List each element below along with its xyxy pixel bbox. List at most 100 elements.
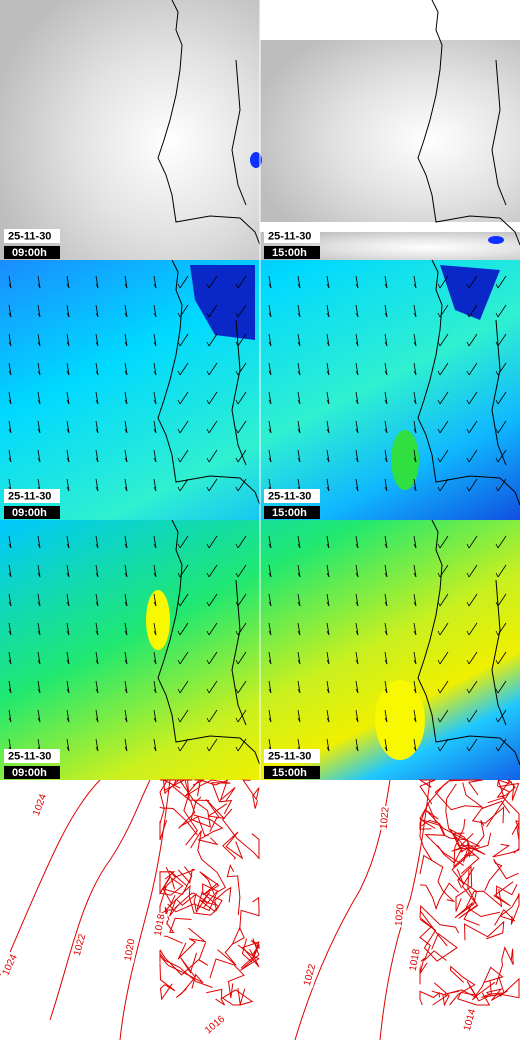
- isobar: [444, 985, 492, 1002]
- wind-arrow: [206, 543, 210, 549]
- wind-arrow: [326, 659, 330, 665]
- wind-arrow: [437, 659, 441, 665]
- wind-arrow: [124, 449, 128, 463]
- wind-arrow: [66, 622, 70, 636]
- wind-arrow: [124, 543, 128, 549]
- wind-arrow: [326, 341, 330, 347]
- isobar: [222, 831, 244, 860]
- wind-arrow: [208, 478, 218, 492]
- wind-arrow: [66, 535, 70, 549]
- wind-arrow: [66, 399, 70, 405]
- wind-arrow: [413, 341, 417, 347]
- wind-arrow: [439, 564, 449, 578]
- isobar: [198, 779, 233, 815]
- wind-arrow: [439, 362, 449, 376]
- wind-arrow: [297, 680, 301, 694]
- wind-arrow: [384, 593, 388, 607]
- wind-arrow: [153, 659, 157, 665]
- wind-arrow: [206, 341, 210, 347]
- wind-arrow: [497, 738, 507, 752]
- wind-arrow: [124, 391, 128, 405]
- wind-arrow: [495, 312, 499, 318]
- isobar-label-bg: [201, 1012, 229, 1038]
- wind-arrow: [179, 564, 189, 578]
- wind-arrow: [37, 275, 41, 289]
- isobar: [177, 927, 207, 960]
- wind-arrow: [124, 680, 128, 694]
- date-label: 25-11-30: [8, 230, 51, 242]
- wind-arrow: [153, 622, 157, 636]
- wind-arrow: [206, 312, 210, 318]
- wind-arrow: [124, 630, 128, 636]
- wind-arrow: [384, 535, 388, 549]
- wind-arrow: [355, 457, 359, 463]
- wind-arrow: [153, 543, 157, 549]
- wind-arrow: [355, 717, 359, 723]
- wind-arrow: [124, 486, 128, 492]
- wind-arrow: [268, 333, 272, 347]
- wind-arrow: [495, 399, 499, 405]
- wind-arrow: [437, 428, 441, 434]
- wind-arrow: [413, 601, 417, 607]
- wind-arrow: [153, 399, 157, 405]
- wind-arrow: [37, 420, 41, 434]
- wind-arrow: [208, 564, 218, 578]
- wind-arrow: [355, 543, 359, 549]
- wind-arrow: [297, 333, 301, 347]
- wind-arrow: [497, 651, 507, 665]
- wind-arrow: [355, 362, 359, 376]
- wind-arrow: [95, 420, 99, 434]
- wind-arrow: [66, 457, 70, 463]
- wind-arrow: [206, 688, 210, 694]
- wind-arrow: [153, 362, 157, 376]
- wind-arrow: [95, 486, 99, 492]
- wind-arrow: [297, 283, 301, 289]
- wind-arrow: [326, 283, 330, 289]
- wind-arrow: [468, 651, 478, 665]
- wind-arrow: [326, 630, 330, 636]
- isobar: [487, 779, 513, 804]
- wind-arrow: [237, 391, 247, 405]
- wind-arrow: [384, 362, 388, 376]
- wind-arrow: [495, 341, 499, 347]
- isobar: [471, 800, 511, 824]
- wind-arrow: [466, 486, 470, 492]
- time-box: [264, 506, 320, 519]
- wind-arrow: [466, 717, 470, 723]
- wind-arrow: [468, 622, 478, 636]
- wind-arrow: [179, 535, 189, 549]
- isobar-label: 1022: [379, 806, 392, 830]
- isobar-label-bg: [392, 902, 408, 928]
- wind-arrow: [8, 304, 12, 318]
- wind-arrow: [384, 543, 388, 549]
- wind-arrow: [153, 486, 157, 492]
- isobar: [431, 982, 450, 1007]
- wind-arrow: [468, 564, 478, 578]
- isobar: [486, 782, 520, 828]
- wind-arrow: [8, 370, 12, 376]
- wind-arrow: [413, 362, 417, 376]
- wind-arrow: [37, 535, 41, 549]
- wind-arrow: [95, 543, 99, 549]
- wind-arrow: [268, 312, 272, 318]
- isobar: [465, 888, 503, 918]
- wind-arrow: [66, 717, 70, 723]
- date-box: [264, 229, 320, 243]
- wind-arrow: [177, 717, 181, 723]
- cloud-map: [260, 40, 520, 222]
- wind-arrow: [208, 709, 218, 723]
- wind-arrow: [37, 312, 41, 318]
- wind-arrow: [466, 370, 470, 376]
- wind-arrow: [66, 449, 70, 463]
- wind-arrow: [237, 709, 247, 723]
- wind-arrow: [413, 659, 417, 665]
- wind-arrow: [326, 572, 330, 578]
- wind-arrow: [66, 283, 70, 289]
- wind-arrow: [235, 543, 239, 549]
- wind-arrow: [355, 630, 359, 636]
- wind-arrow: [37, 304, 41, 318]
- wind-arrow: [124, 428, 128, 434]
- wind-arrow: [124, 601, 128, 607]
- wind-arrow: [66, 362, 70, 376]
